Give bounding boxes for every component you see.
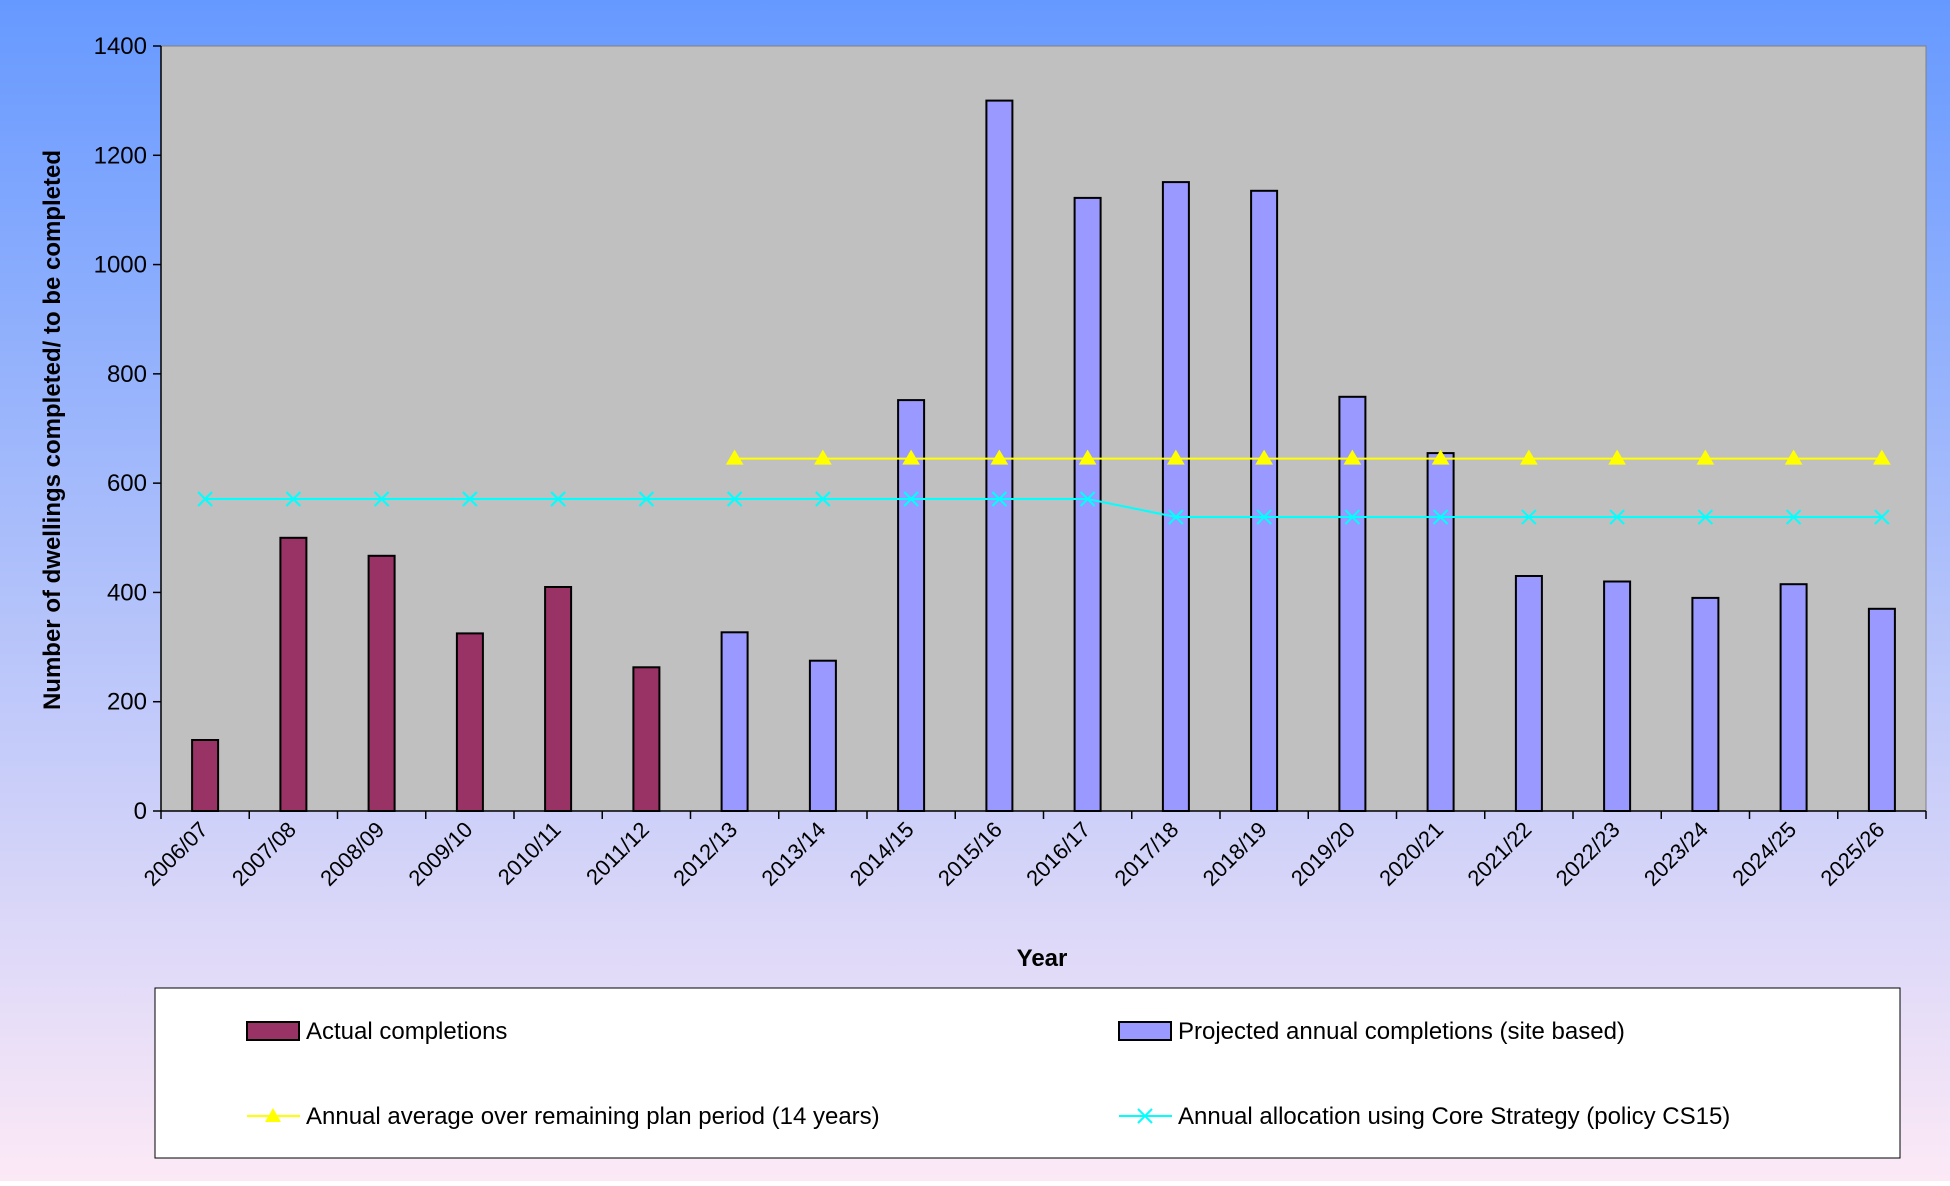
point-average-13 (1343, 449, 1362, 465)
point-allocation-7 (815, 491, 831, 507)
plot-area (160, 45, 1927, 812)
legend-swatch-actual (246, 1021, 300, 1041)
bar-projected-18 (1779, 583, 1808, 813)
point-allocation-18 (1785, 509, 1802, 525)
point-average-9 (990, 449, 1009, 465)
y-tick-label: 0 (134, 798, 147, 825)
bar-projected-17 (1691, 596, 1720, 813)
bar-projected-19 (1867, 607, 1896, 812)
point-allocation-9 (991, 491, 1008, 507)
bar-actual-4 (544, 586, 573, 812)
point-average-16 (1608, 449, 1626, 465)
legend-marker-allocation (1137, 1108, 1153, 1124)
bar-projected-13 (1338, 395, 1367, 812)
legend: Actual completions Projected annual compl… (154, 987, 1901, 1159)
bar-projected-8 (897, 399, 926, 812)
point-allocation-8 (903, 491, 919, 507)
bar-actual-3 (455, 632, 484, 813)
legend-marker-average (265, 1108, 281, 1122)
y-axis-title: Number of dwellings completed/ to be com… (39, 150, 66, 710)
point-average-14 (1431, 449, 1450, 465)
legend-swatch-projected (1118, 1021, 1172, 1041)
bar-projected-6 (720, 631, 749, 812)
point-allocation-12 (1256, 509, 1272, 525)
bar-projected-16 (1603, 580, 1632, 812)
y-tick-label: 1400 (94, 33, 147, 60)
point-allocation-15 (1521, 509, 1537, 525)
point-average-15 (1520, 449, 1538, 465)
point-average-18 (1784, 449, 1803, 465)
point-allocation-0 (197, 491, 213, 507)
point-average-19 (1873, 449, 1891, 465)
bars-layer (191, 99, 1896, 813)
point-average-10 (1078, 449, 1097, 465)
x-axis-title: Year (1017, 945, 1068, 972)
point-average-6 (725, 449, 744, 465)
y-tick-label: 1000 (94, 252, 147, 279)
bar-projected-7 (808, 659, 837, 813)
point-allocation-13 (1344, 509, 1361, 525)
legend-label-allocation: Annual allocation using Core Strategy (p… (1178, 1103, 1730, 1130)
legend-label-average: Annual average over remaining plan perio… (306, 1103, 880, 1130)
legend-label-actual: Actual completions (306, 1018, 507, 1045)
legend-box (154, 987, 1901, 1159)
bar-actual-2 (367, 554, 396, 812)
bar-actual-0 (191, 739, 220, 812)
point-average-8 (902, 449, 920, 465)
point-allocation-10 (1079, 491, 1096, 507)
point-average-12 (1255, 449, 1273, 465)
point-allocation-17 (1697, 509, 1714, 525)
point-average-11 (1167, 449, 1185, 465)
bar-projected-14 (1426, 452, 1455, 812)
point-average-17 (1696, 449, 1715, 465)
point-allocation-5 (638, 491, 655, 507)
y-tick-label: 600 (107, 470, 147, 497)
y-tick-label: 1200 (94, 142, 147, 169)
point-allocation-4 (550, 491, 566, 507)
bar-actual-5 (632, 666, 661, 812)
y-tick-label: 800 (107, 361, 147, 388)
lines-layer (197, 449, 1891, 525)
point-allocation-6 (726, 491, 743, 507)
y-tick-label: 400 (107, 579, 147, 606)
bar-projected-10 (1073, 196, 1102, 812)
point-allocation-14 (1432, 509, 1449, 525)
point-allocation-11 (1168, 509, 1184, 525)
point-allocation-19 (1874, 509, 1890, 525)
point-allocation-1 (285, 491, 302, 507)
y-tick-label: 200 (107, 689, 147, 716)
bar-projected-12 (1250, 189, 1279, 813)
bar-projected-15 (1514, 575, 1543, 812)
bar-projected-11 (1161, 181, 1190, 813)
point-allocation-16 (1609, 509, 1625, 525)
line-allocation (205, 498, 1882, 518)
bar-actual-1 (279, 536, 308, 812)
point-allocation-2 (373, 491, 390, 507)
legend-label-projected: Projected annual completions (site based… (1178, 1018, 1625, 1045)
point-allocation-3 (462, 491, 478, 507)
point-average-7 (814, 449, 832, 465)
